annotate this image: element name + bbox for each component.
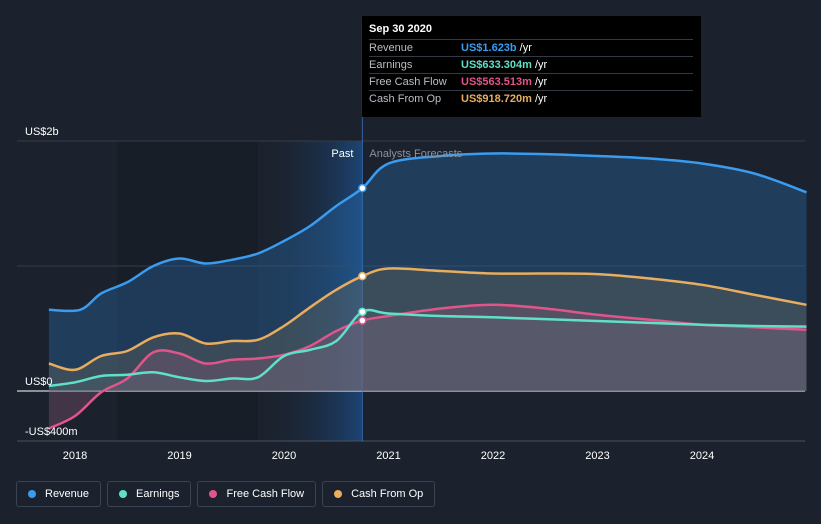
revenue-line <box>48 152 807 313</box>
forecast-label: Analysts Forecasts <box>369 148 462 160</box>
legend-dot-icon <box>209 490 218 498</box>
free-cash-flow-line <box>48 303 807 430</box>
tooltip-row-earnings: Earnings US$633.304m /yr <box>369 56 693 73</box>
x-tick-label: 2022 <box>481 450 505 462</box>
revenue-area <box>48 153 807 391</box>
x-tick-label: 2021 <box>376 450 400 462</box>
tooltip: Sep 30 2020 Revenue US$1.623b /yr Earnin… <box>362 16 701 117</box>
tooltip-unit: /yr <box>534 59 548 71</box>
earnings-area <box>48 310 807 391</box>
tooltip-title: Sep 30 2020 <box>369 23 432 35</box>
x-tick-label: 2023 <box>585 450 609 462</box>
earnings-marker <box>358 307 367 317</box>
earnings-line <box>48 308 807 388</box>
tooltip-row-cash-from-op: Cash From Op US$918.720m /yr <box>369 90 693 107</box>
legend-item-free-cash-flow[interactable]: Free Cash Flow <box>197 481 317 507</box>
legend-label: Cash From Op <box>351 488 424 500</box>
tooltip-row-revenue: Revenue US$1.623b /yr <box>369 39 693 56</box>
tooltip-label: Revenue <box>369 42 414 54</box>
chart-legend: Revenue Earnings Free Cash Flow Cash Fro… <box>16 481 436 507</box>
x-tick-label: 2024 <box>690 450 714 462</box>
legend-label: Earnings <box>136 488 180 500</box>
tooltip-unit: /yr <box>519 42 532 54</box>
x-tick-label: 2019 <box>167 450 191 462</box>
x-tick-label: 2018 <box>63 450 87 462</box>
cash-from-op-line <box>48 267 807 372</box>
past-label: Past <box>331 148 353 160</box>
legend-item-revenue[interactable]: Revenue <box>16 481 102 507</box>
legend-item-earnings[interactable]: Earnings <box>107 481 192 507</box>
y-tick-label: US$2b <box>25 126 59 138</box>
tooltip-label: Earnings <box>369 59 413 71</box>
x-tick-label: 2020 <box>272 450 296 462</box>
legend-dot-icon <box>119 490 128 498</box>
legend-dot-icon <box>334 490 343 498</box>
tooltip-value: US$563.513m <box>461 76 532 88</box>
tooltip-label: Free Cash Flow <box>369 76 447 88</box>
tooltip-row-free-cash-flow: Free Cash Flow US$563.513m /yr <box>369 73 693 90</box>
y-tick-label: US$0 <box>25 376 53 388</box>
tooltip-unit: /yr <box>534 76 548 88</box>
tooltip-unit: /yr <box>534 93 548 105</box>
tooltip-value: US$918.720m <box>461 93 532 105</box>
free-cash-flow-area <box>48 304 807 429</box>
revenue-marker <box>358 183 367 193</box>
legend-label: Revenue <box>45 488 90 500</box>
free-cash-flow-marker <box>358 316 367 325</box>
cash-from-op-marker <box>358 271 367 281</box>
legend-label: Free Cash Flow <box>226 488 305 500</box>
y-tick-label: -US$400m <box>25 426 78 438</box>
tooltip-value: US$1.623b <box>461 42 517 54</box>
tooltip-value: US$633.304m <box>461 59 532 71</box>
legend-dot-icon <box>28 490 36 498</box>
legend-item-cash-from-op[interactable]: Cash From Op <box>322 481 436 507</box>
tooltip-label: Cash From Op <box>369 93 442 105</box>
